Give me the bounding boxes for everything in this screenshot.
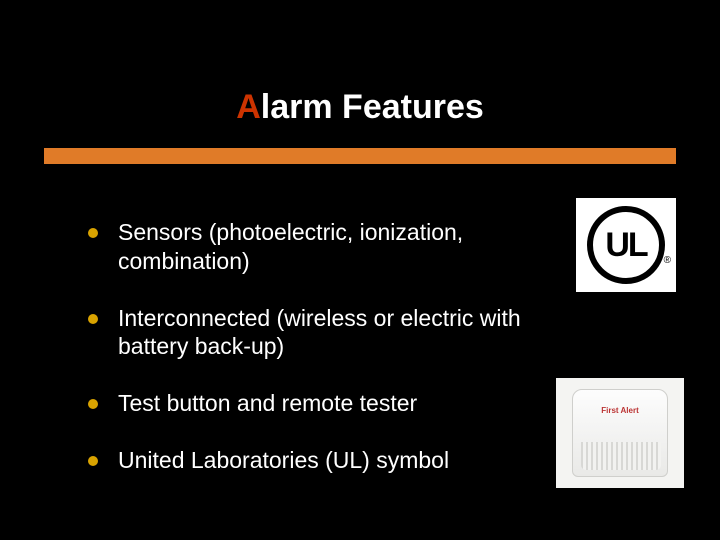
list-item: Interconnected (wireless or electric wit…: [88, 304, 568, 362]
title-remainder: larm Features: [261, 88, 484, 126]
smoke-alarm-icon: First Alert: [572, 389, 668, 477]
bullet-text: Test button and remote tester: [118, 389, 417, 418]
list-item: Test button and remote tester: [88, 389, 568, 418]
alarm-brand-label: First Alert: [573, 406, 667, 415]
presentation-slide: Alarm Features Sensors (photoelectric, i…: [0, 0, 720, 540]
bullet-text: Sensors (photoelectric, ionization, comb…: [118, 218, 568, 276]
ul-badge-icon: UL ®: [587, 206, 665, 284]
smoke-alarm-image: First Alert: [556, 378, 684, 488]
ul-badge-text: UL: [605, 228, 646, 262]
alarm-grille-icon: [581, 442, 661, 470]
bullet-icon: [88, 399, 98, 409]
title-accent-letter: A: [236, 88, 261, 126]
list-item: Sensors (photoelectric, ionization, comb…: [88, 218, 568, 276]
bullet-list: Sensors (photoelectric, ionization, comb…: [88, 218, 568, 503]
list-item: United Laboratories (UL) symbol: [88, 446, 568, 475]
bullet-icon: [88, 228, 98, 238]
bullet-text: Interconnected (wireless or electric wit…: [118, 304, 568, 362]
bullet-text: United Laboratories (UL) symbol: [118, 446, 449, 475]
ul-logo-image: UL ®: [576, 198, 676, 292]
registered-mark-icon: ®: [664, 255, 671, 266]
slide-title: Alarm Features: [0, 88, 720, 127]
bullet-icon: [88, 456, 98, 466]
title-underline-bar: [44, 148, 676, 164]
bullet-icon: [88, 314, 98, 324]
